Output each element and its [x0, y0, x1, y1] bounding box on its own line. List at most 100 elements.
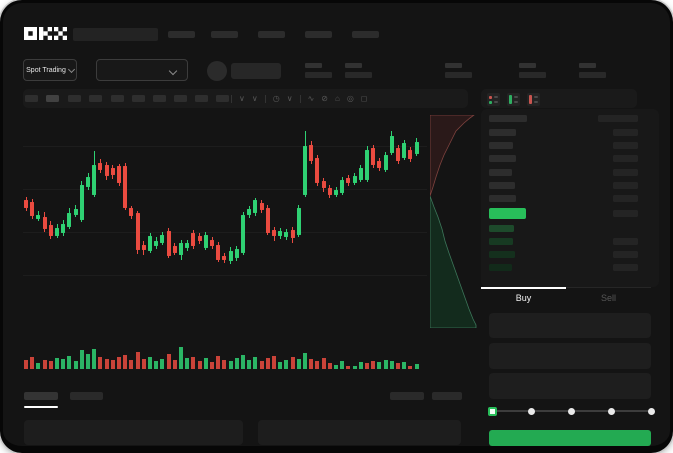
slider-stop-dot[interactable] — [528, 407, 536, 415]
chart-type-chevron-icon[interactable]: ∨ — [251, 94, 258, 103]
candle-wick — [112, 165, 114, 179]
orderbook-header-price-bar[interactable] — [489, 115, 527, 122]
ask-row-amount-bar[interactable] — [613, 210, 638, 217]
slider-stop-dot[interactable] — [607, 407, 615, 415]
candle-wick — [211, 237, 213, 249]
volume-bar — [179, 347, 183, 369]
navbar-item[interactable] — [211, 31, 238, 38]
bottom-action-placeholder[interactable] — [432, 392, 462, 400]
gridline — [23, 189, 427, 190]
ask-row-amount-bar[interactable] — [613, 195, 638, 202]
order-form-input[interactable] — [489, 313, 651, 338]
volume-bar — [160, 359, 165, 369]
timeframe-button[interactable] — [46, 95, 59, 102]
candle-wick — [155, 237, 157, 249]
tab-sell[interactable]: Sell — [600, 293, 616, 303]
timeframe-button[interactable] — [195, 95, 208, 102]
volume-bar — [253, 357, 258, 369]
volume-bar — [216, 356, 221, 369]
navbar-item[interactable] — [305, 31, 332, 38]
tab-buy[interactable]: Buy — [515, 293, 532, 303]
bottom-tab[interactable] — [70, 392, 103, 400]
ask-row-price-bar[interactable] — [489, 129, 516, 136]
candle-wick — [360, 165, 362, 182]
orderbook-header-amount-bar[interactable] — [598, 115, 638, 122]
book-buy-view-icon[interactable] — [507, 93, 520, 106]
line-tool-icon[interactable]: ∿ — [307, 94, 315, 103]
candle-wick — [137, 211, 139, 254]
candle-body — [383, 155, 388, 170]
candle-wick — [385, 152, 387, 172]
pair-selector[interactable] — [96, 59, 188, 81]
market-type-label: Spot Trading — [26, 66, 66, 74]
slider-stop-dot[interactable] — [568, 407, 575, 415]
candle-body — [110, 168, 115, 175]
book-sell-view-icon[interactable] — [527, 93, 540, 106]
slider-handle[interactable] — [487, 406, 497, 416]
candle-wick — [304, 131, 306, 197]
slider-stop-dot[interactable] — [647, 407, 655, 415]
navbar-item[interactable] — [352, 31, 379, 38]
settings-icon[interactable]: ◎ — [346, 94, 354, 103]
ask-row-amount-bar[interactable] — [613, 182, 638, 189]
candle-wick — [378, 158, 380, 171]
ask-row-price-bar[interactable] — [489, 169, 512, 176]
ask-row-amount-bar[interactable] — [613, 155, 638, 162]
candle-wick — [99, 159, 101, 173]
ask-row-price-bar[interactable] — [489, 182, 515, 189]
navbar-item[interactable] — [258, 31, 285, 38]
timeframe-button[interactable] — [153, 95, 166, 102]
draw-tool-icon[interactable]: ⊘ — [321, 94, 328, 103]
candle-body — [67, 213, 72, 227]
navbar-search-placeholder[interactable] — [73, 28, 158, 41]
active-tab-indicator — [481, 287, 566, 289]
candle-style-icon[interactable]: ∨ — [239, 94, 245, 103]
indicator-chevron-icon[interactable]: ∨ — [286, 94, 293, 103]
bid-row-price-bar[interactable] — [489, 225, 514, 232]
last-price-bar[interactable] — [489, 208, 526, 219]
timeframe-button[interactable] — [111, 95, 124, 102]
ask-row-price-bar[interactable] — [489, 142, 513, 149]
bid-row-price-bar[interactable] — [489, 251, 515, 258]
fullscreen-icon[interactable]: ◻ — [360, 94, 368, 103]
ask-row-amount-bar[interactable] — [613, 129, 638, 136]
trade-tabs: Buy Sell — [481, 287, 651, 312]
candle-wick — [149, 233, 151, 253]
timeframe-button[interactable] — [216, 95, 229, 102]
screenshot-icon[interactable]: ⌂ — [334, 94, 340, 103]
candle-wick — [106, 162, 108, 180]
navbar-item[interactable] — [168, 31, 195, 38]
book-combined-view-icon[interactable] — [487, 93, 500, 106]
bottom-panel — [258, 420, 461, 445]
bid-row-price-bar[interactable] — [489, 238, 513, 245]
okx-logo[interactable] — [24, 27, 67, 40]
order-form-input[interactable] — [489, 373, 651, 399]
bid-row-price-bar[interactable] — [489, 264, 512, 271]
timeframe-button[interactable] — [25, 95, 38, 102]
bottom-tab[interactable] — [24, 392, 58, 400]
candle-body — [117, 166, 121, 183]
interval-clock-icon[interactable]: ◷ — [272, 94, 280, 103]
buy-submit-button[interactable] — [489, 430, 651, 446]
bid-row-amount-bar[interactable] — [613, 238, 638, 245]
timeframe-button[interactable] — [174, 95, 187, 102]
stat-label-placeholder — [445, 63, 462, 68]
bid-row-amount-bar[interactable] — [613, 264, 638, 271]
timeframe-button[interactable] — [68, 95, 81, 102]
pair-coin-avatar — [207, 61, 227, 81]
market-type-selector[interactable]: Spot Trading — [23, 59, 77, 81]
timeframe-button[interactable] — [132, 95, 145, 102]
ask-row-price-bar[interactable] — [489, 155, 516, 162]
timeframe-button[interactable] — [89, 95, 102, 102]
gridline — [23, 232, 427, 233]
candle-body — [197, 236, 202, 241]
ask-row-amount-bar[interactable] — [613, 169, 638, 176]
candle-body — [296, 208, 301, 235]
candle-body — [42, 217, 47, 229]
order-form-input[interactable] — [489, 343, 651, 369]
ask-row-price-bar[interactable] — [489, 195, 516, 202]
ask-row-amount-bar[interactable] — [613, 142, 638, 149]
bottom-action-placeholder[interactable] — [390, 392, 424, 400]
bid-row-amount-bar[interactable] — [613, 251, 638, 258]
volume-bar — [346, 366, 351, 369]
